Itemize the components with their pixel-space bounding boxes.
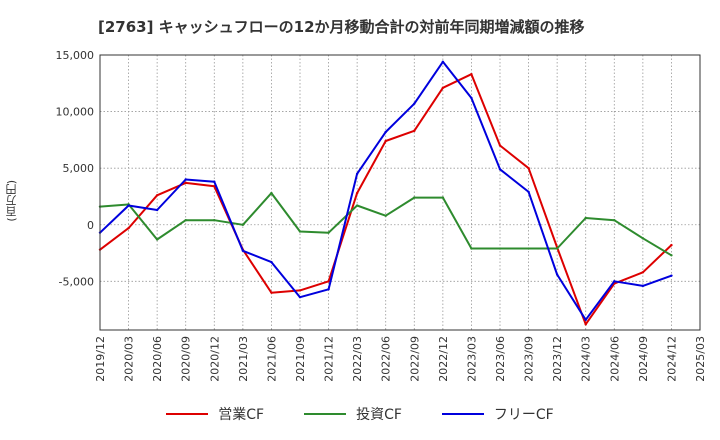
data-point-0 [270,291,273,294]
legend: 営業CF 投資CF フリーCF [0,404,720,424]
y-tick-label: 10,000 [56,106,95,119]
legend-item-investing-cf: 投資CF [304,404,402,424]
data-point-0 [470,73,473,76]
data-point-1 [270,191,273,195]
x-tick-label: 2023/12 [551,336,564,382]
data-point-0 [498,144,502,147]
data-point-0 [641,271,645,274]
data-point-1 [241,223,245,226]
data-point-2 [584,318,587,322]
data-point-1 [498,247,502,250]
plot-frame [99,54,701,331]
data-point-2 [184,178,187,181]
data-point-1 [584,216,587,220]
data-point-2 [155,208,159,212]
legend-swatch-operating-cf [166,413,209,415]
legend-swatch-investing-cf [304,413,347,415]
x-tick-label: 2024/12 [665,336,678,382]
x-tick-label: 2024/06 [608,336,621,382]
data-point-0 [327,280,330,283]
legend-swatch-free-cf [441,413,484,415]
x-tick-label: 2022/03 [351,336,364,382]
data-point-1 [213,219,216,222]
data-point-1 [155,238,159,241]
data-point-2 [527,190,530,194]
data-point-1 [613,219,616,222]
data-point-0 [384,139,387,143]
data-point-1 [384,214,387,217]
data-point-0 [670,243,673,247]
x-tick-label: 2024/09 [637,336,650,382]
x-tick-label: 2020/12 [208,336,221,382]
x-tick-label: 2020/06 [151,336,164,382]
data-point-0 [355,191,359,195]
data-point-0 [298,289,302,292]
y-tick-label: 0 [87,219,94,232]
data-point-2 [355,172,359,176]
data-point-2 [213,180,216,183]
line-chart: 15,000 10,000 5,000 0 -5,000 2019/12 2020/03 20… [56,49,708,382]
data-point-1 [413,196,416,199]
data-point-0 [127,226,130,230]
x-tick-label: 2020/03 [123,336,136,382]
x-tick-label: 2022/09 [408,336,421,382]
data-point-2 [641,284,645,288]
data-point-0 [441,86,445,90]
data-point-0 [527,166,530,170]
x-tick-label: 2019/12 [94,336,107,382]
x-tick-label: 2022/06 [380,336,393,382]
data-point-2 [327,288,330,291]
data-point-1 [298,230,302,233]
x-tick-label: 2023/03 [465,336,478,382]
legend-label-operating-cf: 営業CF [218,407,265,423]
data-point-1 [670,254,673,257]
x-tick-label: 2021/09 [294,336,307,382]
data-point-1 [441,196,445,199]
data-point-2 [613,280,616,283]
data-point-1 [327,231,330,234]
x-tick-label: 2020/09 [180,336,193,382]
data-point-1 [184,219,187,222]
x-tick-label: 2021/06 [265,336,278,382]
data-point-2 [498,168,502,171]
data-point-1 [555,247,559,250]
x-tick-label: 2025/03 [694,336,707,382]
data-point-0 [584,323,587,326]
data-point-2 [127,204,130,207]
legend-item-operating-cf: 営業CF [166,404,264,424]
y-tick-label: 5,000 [63,162,95,175]
data-point-2 [298,295,302,299]
data-point-1 [641,237,645,240]
data-point-1 [470,247,473,250]
data-point-1 [527,247,530,250]
x-tick-label: 2021/03 [237,336,250,382]
data-point-2 [470,96,473,100]
x-tick-label: 2023/06 [494,336,507,382]
legend-label-investing-cf: 投資CF [356,407,402,423]
data-point-2 [241,249,245,252]
data-point-1 [355,204,359,207]
data-point-2 [555,273,559,276]
x-tick-label: 2022/12 [437,336,450,382]
data-point-2 [670,274,673,277]
data-point-2 [270,260,273,264]
chart-title: [2763] キャッシュフローの12か月移動合計の対前年同期増減額の推移 [98,18,585,36]
legend-item-free-cf: フリーCF [441,404,554,424]
data-point-2 [441,60,445,63]
data-point-0 [184,181,187,185]
x-tick-label: 2023/09 [523,336,536,382]
data-point-2 [413,102,416,105]
y-tick-label: -5,000 [59,275,94,288]
data-point-0 [413,129,416,133]
data-point-2 [384,130,387,134]
y-tick-label: 15,000 [56,49,95,62]
data-point-0 [155,194,159,197]
legend-label-free-cf: フリーCF [493,407,554,423]
x-tick-label: 2021/12 [323,336,336,382]
x-tick-label: 2024/03 [580,336,593,382]
